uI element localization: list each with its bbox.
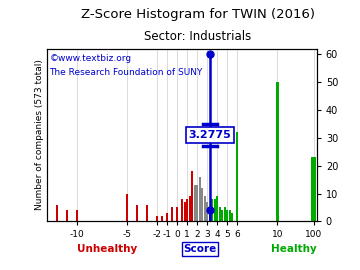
- Text: 3.2775: 3.2775: [189, 130, 231, 140]
- Bar: [214, 199, 216, 221]
- Bar: [66, 210, 68, 221]
- Bar: [219, 207, 221, 221]
- Bar: [226, 210, 229, 221]
- Bar: [184, 202, 186, 221]
- Bar: [231, 213, 233, 221]
- Bar: [204, 196, 206, 221]
- Bar: [161, 216, 163, 221]
- Text: Sector: Industrials: Sector: Industrials: [144, 30, 252, 43]
- Text: Z-Score Histogram for TWIN (2016): Z-Score Histogram for TWIN (2016): [81, 8, 315, 21]
- Bar: [196, 185, 198, 221]
- Bar: [191, 171, 193, 221]
- Bar: [276, 82, 279, 221]
- Bar: [211, 199, 213, 221]
- Text: Unhealthy: Unhealthy: [77, 244, 137, 254]
- Bar: [181, 199, 183, 221]
- Bar: [311, 157, 316, 221]
- Bar: [347, 216, 352, 221]
- Bar: [209, 210, 211, 221]
- Text: The Research Foundation of SUNY: The Research Foundation of SUNY: [50, 68, 203, 77]
- Bar: [186, 199, 188, 221]
- Y-axis label: Number of companies (573 total): Number of companies (573 total): [35, 60, 44, 210]
- Bar: [221, 210, 224, 221]
- Bar: [56, 205, 58, 221]
- Bar: [136, 205, 138, 221]
- Bar: [156, 216, 158, 221]
- Text: Healthy: Healthy: [271, 244, 316, 254]
- Bar: [216, 196, 219, 221]
- Bar: [236, 132, 238, 221]
- Bar: [194, 185, 196, 221]
- Text: ©www.textbiz.org: ©www.textbiz.org: [50, 54, 132, 63]
- Bar: [201, 188, 203, 221]
- Bar: [224, 207, 226, 221]
- Bar: [229, 210, 231, 221]
- Bar: [199, 177, 201, 221]
- Bar: [171, 207, 173, 221]
- Bar: [206, 202, 208, 221]
- Bar: [189, 196, 191, 221]
- Text: Score: Score: [184, 244, 217, 254]
- Bar: [146, 205, 148, 221]
- Bar: [126, 194, 128, 221]
- Bar: [76, 210, 78, 221]
- Bar: [166, 213, 168, 221]
- Bar: [176, 207, 178, 221]
